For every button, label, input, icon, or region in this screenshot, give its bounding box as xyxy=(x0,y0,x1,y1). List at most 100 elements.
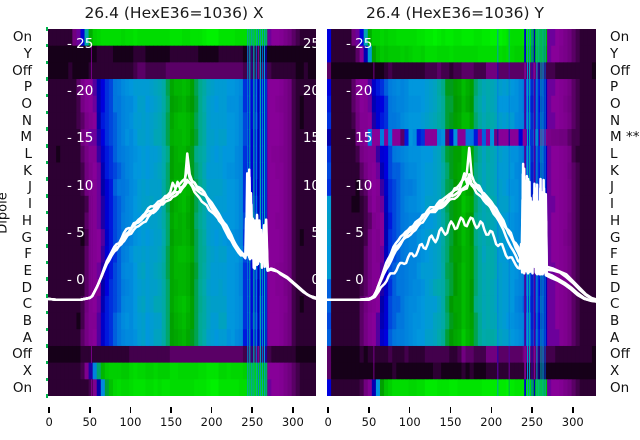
row-edge-tick xyxy=(46,210,48,215)
x-tick-mark xyxy=(327,407,329,413)
row-label-left-6: M xyxy=(20,129,32,146)
row-label-left-18: A xyxy=(22,329,32,346)
y-tick-label-inner-left: - 5 xyxy=(67,224,85,241)
row-edge-tick xyxy=(46,227,48,231)
x-tick-label: 150 xyxy=(439,415,462,429)
row-label-left-17: B xyxy=(22,312,32,329)
row-edge-tick xyxy=(46,177,48,181)
y-tick-label-inner-right: 10 xyxy=(302,177,316,194)
x-tick-label: 100 xyxy=(398,415,421,429)
row-label-right-7: L xyxy=(610,146,618,163)
row-edge-tick xyxy=(46,43,48,48)
y-tick-label-inner-left: - 15 xyxy=(67,130,94,147)
row-label-right-20: X xyxy=(610,362,620,379)
row-edge-tick xyxy=(46,77,48,81)
y-tick-label-inner-left: - 0 xyxy=(67,271,85,288)
x-tick-mark xyxy=(368,407,370,413)
row-label-left-2: Off xyxy=(12,62,32,79)
x-tick-mark xyxy=(490,407,492,413)
row-edge-tick xyxy=(46,127,48,131)
y-tick-label-inner-left: - 15 xyxy=(346,130,373,147)
x-tick-label: 100 xyxy=(119,415,142,429)
y-tick-label-inner-left: - 25 xyxy=(67,36,94,53)
y-tick-label-inner-left: - 5 xyxy=(346,224,364,241)
x-tick-label: 150 xyxy=(160,415,183,429)
row-label-right-12: G xyxy=(610,229,621,246)
y-tick-label-inner-left: - 10 xyxy=(67,177,94,194)
x-tick-mark xyxy=(531,407,533,413)
row-label-right-13: F xyxy=(610,246,618,263)
heatmap-panel-x: - 0 0 - 5 5 - 10 10 - 15 15 - 20 20 - 25 25 xyxy=(48,29,316,396)
row-label-left-11: H xyxy=(21,212,32,229)
y-tick-label-inner-left: - 10 xyxy=(346,177,373,194)
row-label-right-11: H xyxy=(610,212,621,229)
y-tick-label-inner-right: 5 xyxy=(311,224,316,241)
x-tick-label: 300 xyxy=(561,415,584,429)
row-label-left-12: G xyxy=(21,229,32,246)
row-edge-tick xyxy=(46,277,48,281)
panel-y-title: 26.4 (HexE36=1036) Y xyxy=(366,3,544,22)
row-edge-tick xyxy=(46,93,48,98)
row-label-left-8: K xyxy=(23,162,32,179)
row-edge-tick xyxy=(46,294,48,298)
row-edge-tick xyxy=(46,394,48,398)
row-label-right-15: D xyxy=(610,279,621,296)
row-label-left-15: D xyxy=(21,279,32,296)
row-label-left-1: Y xyxy=(23,46,32,63)
x-tick-label: 50 xyxy=(82,415,98,429)
row-label-left-7: L xyxy=(24,146,32,163)
row-label-right-10: I xyxy=(610,196,614,213)
heatmap-panel-y: - 0 - 5 - 10 - 15 - 20 - 25 xyxy=(327,29,596,396)
x-tick-mark xyxy=(89,407,91,413)
row-label-right-2: Off xyxy=(610,62,630,79)
x-tick-mark xyxy=(129,407,132,413)
row-label-right-19: Off xyxy=(610,346,630,363)
x-tick-mark xyxy=(48,407,50,413)
x-tick-label: 0 xyxy=(324,415,332,429)
x-tick-mark xyxy=(572,407,574,413)
x-tick-label: 300 xyxy=(281,415,304,429)
row-label-left-13: F xyxy=(24,246,32,263)
row-edge-tick xyxy=(46,144,48,148)
row-label-left-16: C xyxy=(22,296,32,313)
row-label-right-8: K xyxy=(610,162,619,179)
row-label-left-3: P xyxy=(23,79,32,96)
row-label-left-19: Off xyxy=(12,346,32,363)
row-edge-tick xyxy=(46,244,48,248)
x-tick-mark xyxy=(251,407,253,413)
row-edge-tick xyxy=(46,27,48,31)
heatmap-canvas-y xyxy=(327,29,596,396)
row-label-right-16: C xyxy=(610,296,620,313)
row-label-right-21: On xyxy=(610,379,630,396)
row-label-right-0: On xyxy=(610,29,630,46)
y-tick-label-inner-right: 0 xyxy=(311,271,316,288)
y-tick-label-inner-right: 15 xyxy=(302,130,316,147)
row-label-left-14: E xyxy=(23,262,32,279)
row-label-right-5: N xyxy=(610,112,621,129)
row-label-right-18: A xyxy=(610,329,620,346)
row-edge-tick xyxy=(46,260,48,265)
row-label-left-10: I xyxy=(28,196,32,213)
y-tick-label-inner-left: - 25 xyxy=(346,36,373,53)
x-tick-mark xyxy=(449,407,452,413)
row-edge-tick xyxy=(46,377,48,382)
y-tick-label-inner-left: - 0 xyxy=(346,271,364,288)
y-tick-label-inner-left: - 20 xyxy=(346,83,373,100)
row-label-right-4: O xyxy=(610,96,621,113)
x-tick-label: 50 xyxy=(361,415,377,429)
y-tick-label-inner-left: - 20 xyxy=(67,83,94,100)
row-edge-tick xyxy=(46,194,48,198)
row-label-left-0: On xyxy=(12,29,32,46)
row-label-right-14: E xyxy=(610,262,619,279)
row-edge-tick xyxy=(46,160,48,165)
row-edge-tick xyxy=(46,310,48,315)
x-tick-label: 0 xyxy=(45,415,53,429)
x-tick-mark xyxy=(210,407,213,413)
row-edge-tick xyxy=(46,360,48,365)
panel-x-title: 26.4 (HexE36=1036) X xyxy=(84,3,264,22)
y-tick-label-inner-right: 25 xyxy=(302,36,316,53)
row-label-left-5: N xyxy=(21,112,32,129)
row-label-left-4: O xyxy=(21,96,32,113)
heatmap-canvas-x xyxy=(48,29,316,396)
